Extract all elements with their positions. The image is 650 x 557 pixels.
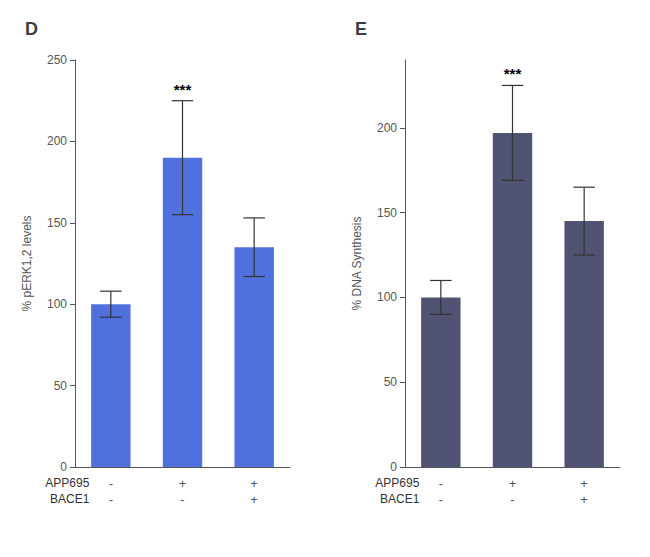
svg-text:100: 100: [47, 297, 67, 311]
svg-text:+: +: [179, 476, 187, 491]
svg-text:50: 50: [54, 379, 68, 393]
svg-text:% DNA Synthesis: % DNA Synthesis: [350, 216, 364, 310]
svg-text:+: +: [580, 476, 588, 491]
svg-text:-: -: [439, 492, 443, 507]
svg-text:***: ***: [504, 65, 522, 82]
svg-text:+: +: [250, 492, 258, 507]
svg-text:250: 250: [47, 53, 67, 67]
svg-text:100: 100: [377, 290, 397, 304]
svg-text:-: -: [109, 492, 113, 507]
svg-text:+: +: [580, 492, 588, 507]
svg-text:-: -: [180, 492, 184, 507]
svg-text:-: -: [439, 476, 443, 491]
svg-text:0: 0: [60, 460, 67, 474]
svg-text:D: D: [25, 19, 38, 39]
svg-text:E: E: [355, 19, 367, 39]
svg-text:APP695: APP695: [375, 476, 419, 490]
svg-text:+: +: [509, 476, 517, 491]
svg-text:-: -: [510, 492, 514, 507]
svg-text:BACE1: BACE1: [50, 492, 90, 506]
svg-text:% pERK1,2 levels: % pERK1,2 levels: [20, 215, 34, 311]
svg-text:BACE1: BACE1: [380, 492, 420, 506]
svg-text:200: 200: [47, 134, 67, 148]
svg-text:+: +: [250, 476, 258, 491]
svg-text:***: ***: [174, 81, 192, 98]
svg-text:200: 200: [377, 121, 397, 135]
svg-text:APP695: APP695: [45, 476, 89, 490]
svg-text:150: 150: [377, 206, 397, 220]
svg-text:150: 150: [47, 216, 67, 230]
svg-text:-: -: [109, 476, 113, 491]
svg-text:0: 0: [390, 460, 397, 474]
svg-text:50: 50: [384, 375, 398, 389]
